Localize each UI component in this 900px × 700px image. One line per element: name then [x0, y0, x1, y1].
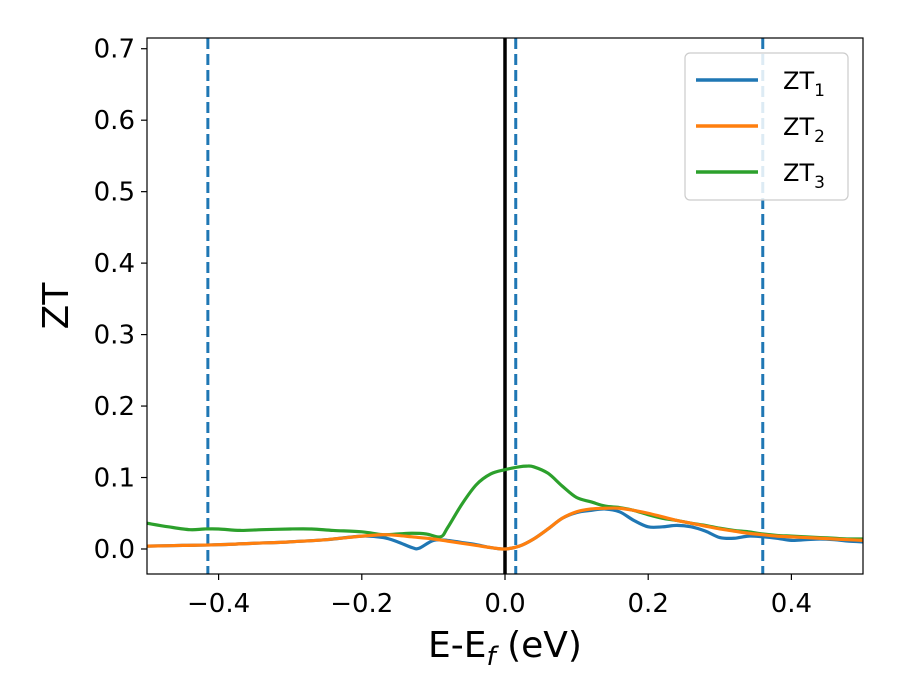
- x-axis-label-unit: (eV): [496, 625, 582, 666]
- y-tick-label: 0.6: [94, 106, 135, 136]
- legend-label-zt3: ZT3: [783, 159, 825, 193]
- series-line-zt2: [147, 506, 863, 551]
- y-axis-label: ZT: [36, 282, 77, 330]
- y-tick-label: 0.3: [94, 321, 135, 351]
- x-tick-label: 0.2: [628, 589, 669, 619]
- y-axis-ticks: 0.0 0.1 0.2 0.3 0.4 0.5 0.6 0.7: [94, 35, 147, 565]
- legend-label-zt1: ZT1: [783, 67, 825, 101]
- y-tick-label: 0.2: [94, 392, 135, 422]
- series-lines: [147, 464, 863, 551]
- x-tick-label: −0.4: [187, 589, 250, 619]
- y-tick-label: 0.0: [94, 535, 135, 565]
- y-tick-label: 0.5: [94, 178, 135, 208]
- legend-label-zt2: ZT2: [783, 113, 825, 147]
- y-tick-label: 0.1: [94, 464, 135, 494]
- x-tick-label: 0.4: [771, 589, 812, 619]
- x-tick-label: 0.0: [484, 589, 525, 619]
- reference-lines: [206, 38, 765, 574]
- x-tick-label: −0.2: [330, 589, 393, 619]
- legend: ZT1 ZT2 ZT3: [684, 52, 849, 201]
- x-axis-ticks: −0.4 −0.2 0.0 0.2 0.4: [187, 574, 812, 619]
- y-tick-label: 0.4: [94, 249, 135, 279]
- x-axis-label: E-Ef (eV): [428, 625, 582, 672]
- legend-box: [684, 52, 849, 201]
- y-tick-label: 0.7: [94, 35, 135, 65]
